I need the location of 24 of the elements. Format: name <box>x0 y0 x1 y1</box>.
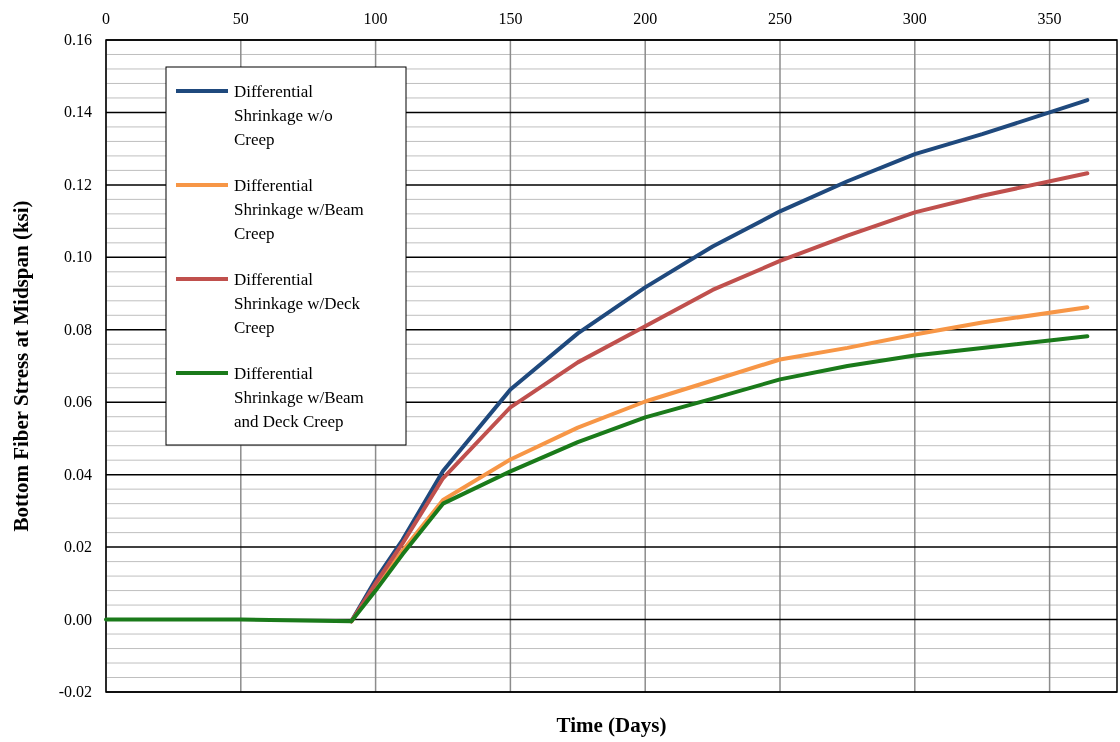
y-tick-label: 0.08 <box>64 320 92 338</box>
legend-label: Differential Shrinkage w/Deck Creep <box>234 270 361 337</box>
x-tick-label: 150 <box>498 10 523 27</box>
y-tick-label: 0.16 <box>64 31 92 48</box>
legend-label: Differential Shrinkage w/Beam Creep <box>234 176 364 243</box>
y-tick-label: 0.12 <box>64 175 92 193</box>
legend-label: Differential Shrinkage w/Beam and Deck Creep <box>234 364 364 431</box>
y-tick-label: 0.00 <box>64 610 92 628</box>
x-axis-title: Time (Days) <box>556 713 667 737</box>
legend-label: Differential Shrinkage w/o Creep <box>234 82 333 149</box>
x-tick-label: 250 <box>768 10 792 27</box>
x-tick-label: 50 <box>232 10 249 27</box>
y-tick-label: 0.06 <box>64 393 92 411</box>
y-axis-title: Bottom Fiber Stress at Midspan (ksi) <box>9 200 33 532</box>
y-tick-label: 0.04 <box>64 465 92 483</box>
x-tick-label: 100 <box>363 10 388 27</box>
x-tick-label: 350 <box>1037 10 1062 27</box>
y-tick-label: -0.02 <box>58 683 92 700</box>
x-tick-label: 200 <box>633 10 658 27</box>
x-tick-label: 0 <box>102 10 110 27</box>
y-tick-label: 0.10 <box>64 248 92 266</box>
y-tick-label: 0.02 <box>64 538 92 556</box>
x-tick-label: 300 <box>902 10 927 27</box>
y-tick-label: 0.14 <box>64 103 92 121</box>
